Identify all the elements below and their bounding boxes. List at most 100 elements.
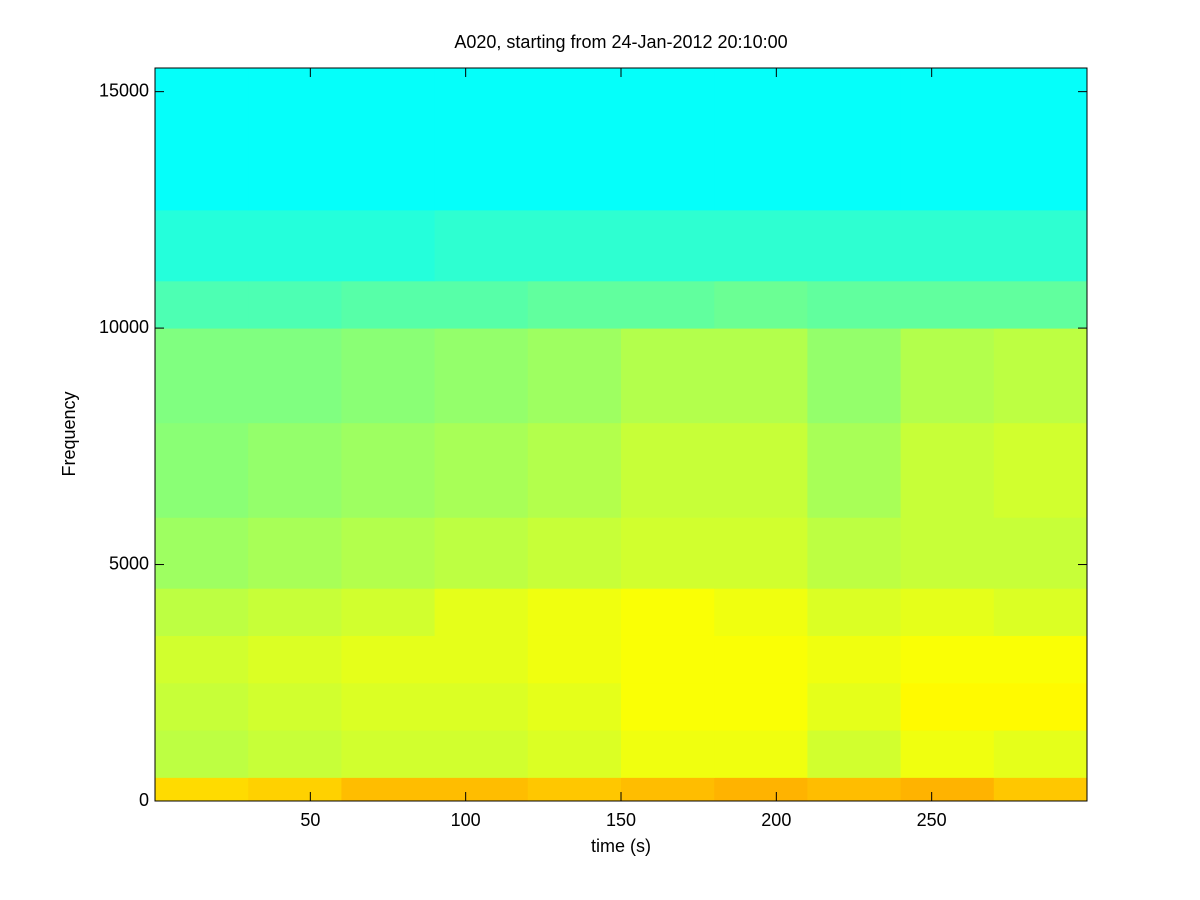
heatmap-cell	[900, 682, 995, 731]
heatmap-cell	[248, 777, 342, 802]
heatmap-cell	[621, 280, 715, 329]
heatmap-cell	[527, 777, 622, 802]
heatmap-cell	[527, 422, 622, 518]
heatmap-cell	[900, 730, 995, 778]
heatmap-cell	[621, 588, 715, 636]
y-tick-label: 15000	[99, 80, 149, 100]
heatmap-cell	[993, 517, 1088, 589]
heatmap-cell	[714, 209, 808, 282]
heatmap	[155, 68, 1088, 802]
heatmap-cell	[527, 517, 622, 589]
heatmap-cell	[527, 682, 622, 731]
x-tick-label: 200	[761, 810, 791, 830]
heatmap-cell	[155, 635, 249, 684]
heatmap-cell	[993, 588, 1088, 636]
heatmap-cell	[155, 328, 249, 424]
heatmap-cell	[155, 280, 249, 329]
heatmap-cell	[155, 209, 249, 282]
chart-title: A020, starting from 24-Jan-2012 20:10:00	[454, 32, 787, 52]
heatmap-cell	[248, 730, 342, 778]
heatmap-cell	[714, 517, 808, 589]
heatmap-cell	[714, 777, 808, 802]
heatmap-cell	[807, 517, 902, 589]
y-tick-label: 0	[139, 790, 149, 810]
x-tick-label: 150	[606, 810, 636, 830]
heatmap-cell	[900, 328, 995, 424]
heatmap-cell	[621, 635, 715, 684]
heatmap-cell	[807, 68, 902, 211]
heatmap-cell	[714, 635, 808, 684]
heatmap-cell	[341, 635, 436, 684]
heatmap-cell	[527, 328, 622, 424]
heatmap-cell	[621, 730, 715, 778]
heatmap-cell	[807, 422, 902, 518]
heatmap-cell	[434, 280, 529, 329]
heatmap-cell	[527, 209, 622, 282]
x-tick-label: 100	[451, 810, 481, 830]
heatmap-cell	[155, 730, 249, 778]
heatmap-cell	[807, 635, 902, 684]
heatmap-cell	[341, 68, 436, 211]
heatmap-cell	[621, 682, 715, 731]
heatmap-cell	[714, 682, 808, 731]
heatmap-cell	[341, 588, 436, 636]
heatmap-cell	[248, 328, 342, 424]
heatmap-cell	[341, 328, 436, 424]
heatmap-cell	[155, 588, 249, 636]
heatmap-cell	[248, 517, 342, 589]
heatmap-cell	[993, 68, 1088, 211]
heatmap-cell	[434, 328, 529, 424]
heatmap-cell	[621, 517, 715, 589]
heatmap-cell	[900, 777, 995, 802]
axes: 50 100 150 200 250 0 5000 10000 15000	[99, 67, 1088, 830]
heatmap-cell	[341, 517, 436, 589]
heatmap-cell	[248, 635, 342, 684]
heatmap-cell	[993, 422, 1088, 518]
heatmap-cell	[807, 682, 902, 731]
heatmap-cell	[621, 328, 715, 424]
heatmap-cell	[993, 777, 1088, 802]
heatmap-cell	[434, 682, 529, 731]
y-axis-label: Frequency	[59, 391, 79, 476]
heatmap-cell	[434, 68, 529, 211]
heatmap-cell	[900, 209, 995, 282]
heatmap-cell	[714, 280, 808, 329]
heatmap-cell	[434, 730, 529, 778]
heatmap-cell	[527, 68, 622, 211]
heatmap-cell	[155, 68, 249, 211]
heatmap-cell	[993, 635, 1088, 684]
heatmap-cell	[807, 328, 902, 424]
heatmap-cell	[434, 209, 529, 282]
heatmap-cell	[155, 422, 249, 518]
heatmap-cell	[341, 209, 436, 282]
heatmap-cell	[248, 588, 342, 636]
x-axis-label: time (s)	[591, 836, 651, 856]
heatmap-cell	[341, 777, 436, 802]
heatmap-cell	[807, 730, 902, 778]
heatmap-cell	[527, 730, 622, 778]
heatmap-cell	[900, 517, 995, 589]
heatmap-cell	[155, 517, 249, 589]
heatmap-cell	[621, 209, 715, 282]
x-tick-label: 50	[300, 810, 320, 830]
heatmap-cell	[621, 422, 715, 518]
heatmap-cell	[993, 328, 1088, 424]
heatmap-cell	[527, 280, 622, 329]
heatmap-cell	[900, 588, 995, 636]
heatmap-cell	[155, 682, 249, 731]
heatmap-cell	[434, 777, 529, 802]
heatmap-cell	[341, 682, 436, 731]
heatmap-cell	[807, 209, 902, 282]
heatmap-cell	[434, 588, 529, 636]
heatmap-cell	[714, 328, 808, 424]
heatmap-cell	[807, 280, 902, 329]
heatmap-cell	[248, 682, 342, 731]
heatmap-cell	[248, 280, 342, 329]
heatmap-cell	[527, 635, 622, 684]
heatmap-cell	[341, 730, 436, 778]
heatmap-cell	[993, 682, 1088, 731]
heatmap-cell	[807, 777, 902, 802]
heatmap-cell	[900, 422, 995, 518]
heatmap-cell	[248, 209, 342, 282]
